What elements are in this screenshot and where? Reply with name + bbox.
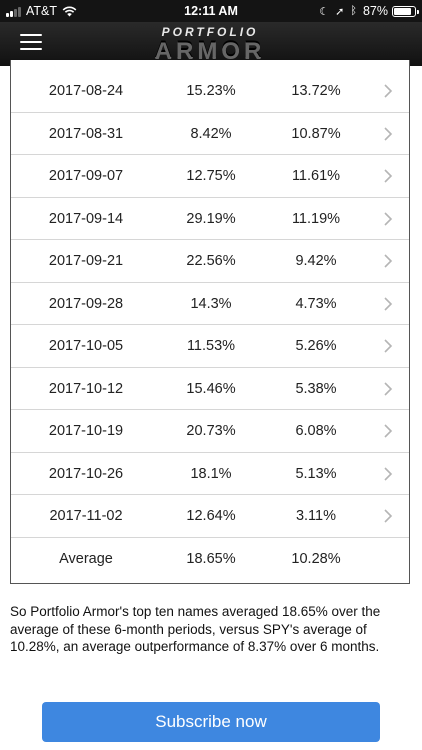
logo-bottom-text: ARMOR	[130, 39, 290, 63]
row-top-ten-return: 14.3%	[190, 295, 232, 312]
chevron-right-icon[interactable]	[383, 423, 393, 439]
row-date: 2017-10-26	[48, 465, 124, 482]
signal-icon	[6, 6, 22, 17]
chevron-right-icon[interactable]	[383, 466, 393, 482]
wifi-icon	[62, 6, 77, 16]
summary-paragraph: So Portfolio Armor's top ten names avera…	[10, 604, 381, 654]
row-spy-return: 5.13%	[295, 465, 337, 482]
table-row[interactable]: 2017-09-28 14.3% 4.73%	[11, 283, 409, 325]
average-label: Average	[59, 550, 113, 567]
chevron-right-icon[interactable]	[383, 338, 393, 354]
row-date: 2017-09-28	[48, 295, 124, 312]
row-top-ten-return: 22.56%	[186, 253, 236, 269]
carrier-name: AT&T	[26, 4, 58, 18]
chevron-right-icon[interactable]	[383, 253, 393, 269]
chevron-right-icon[interactable]	[383, 296, 393, 312]
performance-table: 2017-08-24 15.23% 13.72% 2017-08-31 8.42% 10.…	[10, 60, 410, 584]
status-time: 12:11 AM	[184, 4, 238, 18]
row-date: 2017-08-24	[48, 83, 124, 99]
table-row[interactable]: 2017-10-26 18.1% 5.13%	[11, 453, 409, 495]
table-row[interactable]: 2017-09-07 12.75% 11.61%	[11, 155, 409, 198]
chevron-right-icon[interactable]	[383, 83, 393, 99]
table-row[interactable]: 2017-08-31 8.42% 10.87%	[11, 113, 409, 155]
row-date: 2017-10-12	[48, 380, 124, 397]
location-icon: ➚	[335, 5, 345, 18]
hamburger-menu-icon[interactable]	[20, 34, 42, 52]
status-right: ☾ ➚ ᛒ 87%	[319, 4, 419, 18]
row-date: 2017-08-31	[48, 125, 124, 142]
status-bar: AT&T 12:11 AM ☾ ➚ ᛒ 87%	[0, 0, 422, 22]
row-spy-return: 10.87%	[291, 125, 341, 142]
chevron-right-icon[interactable]	[383, 126, 393, 142]
row-spy-return: 5.38%	[295, 380, 337, 397]
moon-icon: ☾	[319, 5, 330, 18]
row-date: 2017-11-02	[49, 508, 123, 524]
app-header: PORTFOLIO ARMOR	[0, 22, 422, 66]
row-top-ten-return: 8.42%	[190, 125, 232, 142]
row-spy-return: 9.42%	[295, 253, 337, 269]
row-spy-return: 3.11%	[295, 508, 337, 524]
portfolio-armor-logo: PORTFOLIO ARMOR	[130, 25, 290, 63]
table-row[interactable]: 2017-09-21 22.56% 9.42%	[11, 240, 409, 283]
battery-percent: 87%	[362, 4, 388, 18]
chevron-right-icon[interactable]	[383, 508, 393, 524]
row-top-ten-return: 11.53%	[186, 338, 236, 354]
row-date: 2017-10-05	[48, 338, 124, 354]
row-top-ten-return: 20.73%	[186, 423, 236, 439]
average-spy-return: 10.28%	[291, 550, 341, 567]
row-spy-return: 13.72%	[291, 83, 341, 99]
row-spy-return: 5.26%	[295, 338, 337, 354]
average-top-ten-return: 18.65%	[186, 550, 236, 567]
table-row[interactable]: 2017-10-12 15.46% 5.38%	[11, 368, 409, 410]
row-top-ten-return: 12.75%	[186, 168, 236, 184]
table-row[interactable]: 2017-09-14 29.19% 11.19%	[11, 198, 409, 240]
row-date: 2017-10-19	[48, 423, 124, 439]
row-spy-return: 11.61%	[291, 168, 341, 184]
bluetooth-icon: ᛒ	[350, 5, 357, 17]
row-top-ten-return: 15.46%	[186, 380, 236, 397]
row-spy-return: 6.08%	[295, 423, 337, 439]
row-top-ten-return: 15.23%	[186, 83, 236, 99]
table-row[interactable]: 2017-10-19 20.73% 6.08%	[11, 410, 409, 453]
row-spy-return: 11.19%	[291, 210, 341, 227]
subscribe-button[interactable]: Subscribe now	[42, 702, 380, 742]
row-top-ten-return: 18.1%	[190, 465, 232, 482]
status-left: AT&T	[6, 4, 77, 18]
battery-icon	[392, 5, 419, 17]
row-spy-return: 4.73%	[295, 295, 337, 312]
chevron-right-icon[interactable]	[383, 211, 393, 227]
chevron-right-icon[interactable]	[383, 381, 393, 397]
table-row[interactable]: 2017-08-24 15.23% 13.72%	[11, 70, 409, 113]
row-date: 2017-09-21	[48, 253, 124, 269]
chevron-right-icon[interactable]	[383, 168, 393, 184]
row-date: 2017-09-14	[48, 210, 124, 227]
logo-top-text: PORTFOLIO	[161, 25, 259, 39]
row-date: 2017-09-07	[48, 168, 124, 184]
table-row[interactable]: 2017-10-05 11.53% 5.26%	[11, 325, 409, 368]
row-top-ten-return: 12.64%	[186, 508, 236, 524]
row-top-ten-return: 29.19%	[186, 210, 236, 227]
table-row-average: Average 18.65% 10.28%	[11, 538, 409, 581]
table-row[interactable]: 2017-11-02 12.64% 3.11%	[11, 495, 409, 538]
